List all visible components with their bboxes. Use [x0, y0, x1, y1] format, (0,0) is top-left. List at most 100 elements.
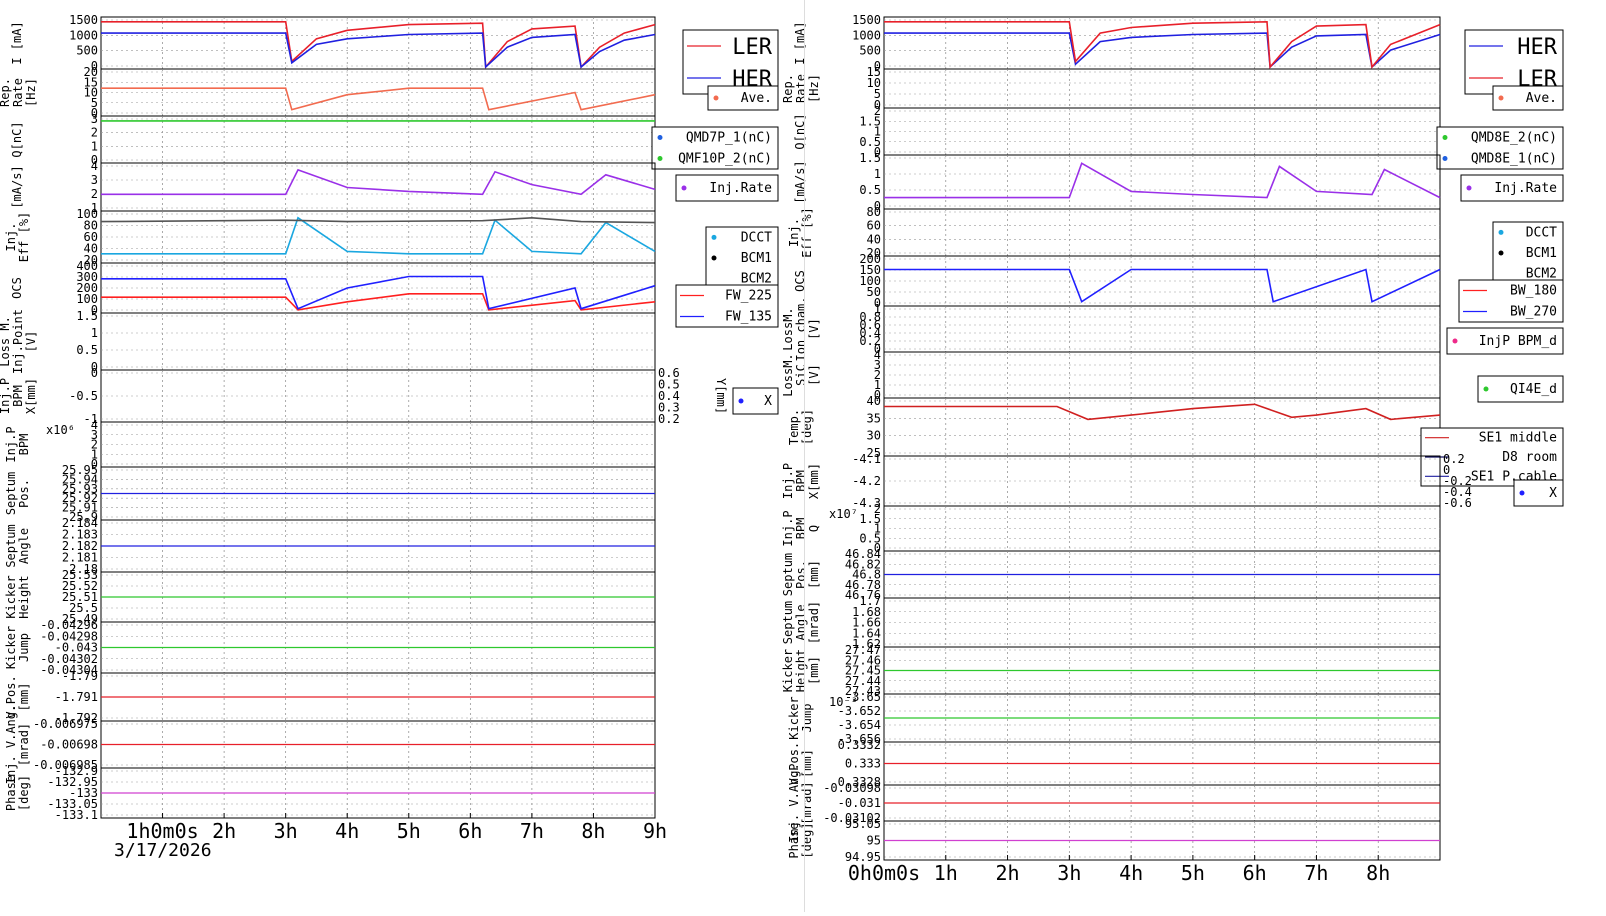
y-axis-label: Inj.	[787, 218, 801, 247]
y-tick-label: 100	[76, 207, 98, 221]
legend-box	[1477, 375, 1564, 403]
series-line	[884, 32, 1441, 69]
y-axis-label: [mm]	[807, 656, 821, 685]
legend: InjP BPM_d	[1446, 327, 1564, 355]
panel-frame	[100, 16, 656, 70]
y-axis-label: Septum	[4, 472, 18, 515]
y-axis-label: Eff [%]	[800, 207, 814, 258]
legend: BW_180 BW_270	[1458, 279, 1564, 323]
y-tick-label: 60	[84, 230, 98, 244]
y-tick-label: -0.04304	[40, 663, 98, 677]
y-axis-label: Angle	[794, 604, 808, 640]
y2-tick-label: 0.4	[658, 389, 680, 403]
y-axis-label: Septum	[781, 601, 795, 644]
left-panel: -132.9-132.95-133-133.05-133.1 Phase [deg]	[4, 764, 656, 822]
left-panel: 0 -0.5 -1 0.60.50.40.30.2 Y[mm] Inj.P BPM X[mm]…	[0, 366, 779, 426]
y-tick-label: 15	[867, 65, 881, 79]
panel-frame	[883, 107, 1441, 156]
right-panel: 1.71.681.661.641.62 Septum Angle [mrad]	[781, 594, 1441, 651]
y-tick-label: 20	[84, 65, 98, 79]
y-axis-label: [Hz]	[807, 74, 821, 103]
y-tick-label: 80	[84, 219, 98, 233]
y-tick-label: 1.5	[76, 309, 98, 323]
y-tick-label: 200	[76, 281, 98, 295]
legend-swatch	[1498, 250, 1504, 256]
right-panel: 21.510.50Q[nC] QMD8E_2(nC)QMD8E_1(nC)	[793, 104, 1564, 170]
legend: FW_225 FW_135	[675, 284, 779, 328]
y-axis-label: [mm]	[800, 749, 814, 778]
y-tick-label: -1.79	[62, 669, 98, 683]
y-axis-label: Inj.P	[781, 510, 795, 546]
y-axis-label: [mm]	[17, 683, 31, 712]
y-tick-label: 35	[867, 411, 881, 425]
panel-frame	[883, 505, 1441, 552]
y-tick-label: -3.656	[838, 732, 881, 746]
y-tick-label: 27.44	[845, 674, 881, 688]
legend-box	[707, 85, 779, 111]
y-tick-label: 40	[867, 232, 881, 246]
y-tick-label: 1	[91, 326, 98, 340]
y-tick-label: -0.04302	[40, 652, 98, 666]
x-tick-label: 7h	[520, 819, 544, 843]
y-axis-label: Inj. V.Ang.	[787, 763, 801, 842]
legend-swatch	[657, 156, 663, 161]
legend-label: BW_180	[1510, 284, 1557, 299]
x-tick-label: 0h0m0s	[848, 861, 920, 885]
legend-label: HER	[1517, 35, 1557, 60]
y-tick-label: -1	[84, 412, 98, 426]
y-axis-label: Jump	[17, 633, 31, 662]
legend-box	[1492, 85, 1564, 111]
y-axis-label: [mA/s]	[793, 160, 807, 203]
y-tick-label: 20	[867, 246, 881, 260]
y-axis-label: [mm]	[807, 560, 821, 589]
legend-swatch	[681, 185, 687, 191]
y-axis-label: LossM.	[781, 307, 795, 350]
y-axis-label: [deg]	[17, 775, 31, 811]
series-line	[101, 275, 656, 310]
y-tick-label: 0	[91, 457, 98, 471]
date-label: 3/17/2026	[114, 840, 212, 861]
legend-label: BCM2	[1526, 267, 1557, 282]
x-tick-label: 9h	[643, 819, 667, 843]
y-axis-label: Septum	[781, 553, 795, 596]
y-tick-label: 0	[874, 541, 881, 555]
right-panel: -4.1 -4.2 -4.3 0.20-0.2-0.4-0.6 Inj.P BPM X[mm…	[781, 452, 1564, 510]
panel-frame	[883, 597, 1441, 648]
y-tick-label: 1	[91, 139, 98, 153]
series-line	[101, 168, 656, 196]
y-tick-label: 40	[84, 242, 98, 256]
y-tick-label: 25.92	[62, 491, 98, 505]
x-tick-label: 7h	[1304, 861, 1328, 885]
x-tick-label: 6h	[458, 819, 482, 843]
y-tick-label: -3.65	[845, 690, 881, 704]
y-tick-label: 25.94	[62, 472, 98, 486]
y-tick-label: 25.9	[69, 510, 98, 524]
legend-box	[1460, 174, 1564, 202]
y-tick-label: 25.51	[62, 590, 98, 604]
series-line	[101, 20, 656, 70]
legend: X	[732, 387, 779, 415]
legend-label: DCCT	[741, 230, 772, 245]
y-tick-label: 0.3332	[838, 738, 881, 752]
y-tick-label: 1	[874, 125, 881, 139]
y-tick-label: 400	[76, 259, 98, 273]
y-tick-label: 0.5	[859, 135, 881, 149]
y-axis-label: Q	[807, 525, 821, 532]
y-tick-label: 1.62	[852, 637, 881, 651]
y-tick-label: 1	[91, 447, 98, 461]
legend-box	[705, 226, 779, 290]
y-tick-label: 0	[874, 296, 881, 310]
y-tick-label: 46.82	[845, 557, 881, 571]
y-tick-label: -3.652	[838, 704, 881, 718]
y-tick-label: 25.93	[62, 482, 98, 496]
y-tick-label: 2.181	[62, 551, 98, 565]
y-tick-label: -0.03098	[823, 781, 881, 795]
y-tick-label: 1	[91, 201, 98, 215]
y-tick-label: -132.9	[55, 764, 98, 778]
